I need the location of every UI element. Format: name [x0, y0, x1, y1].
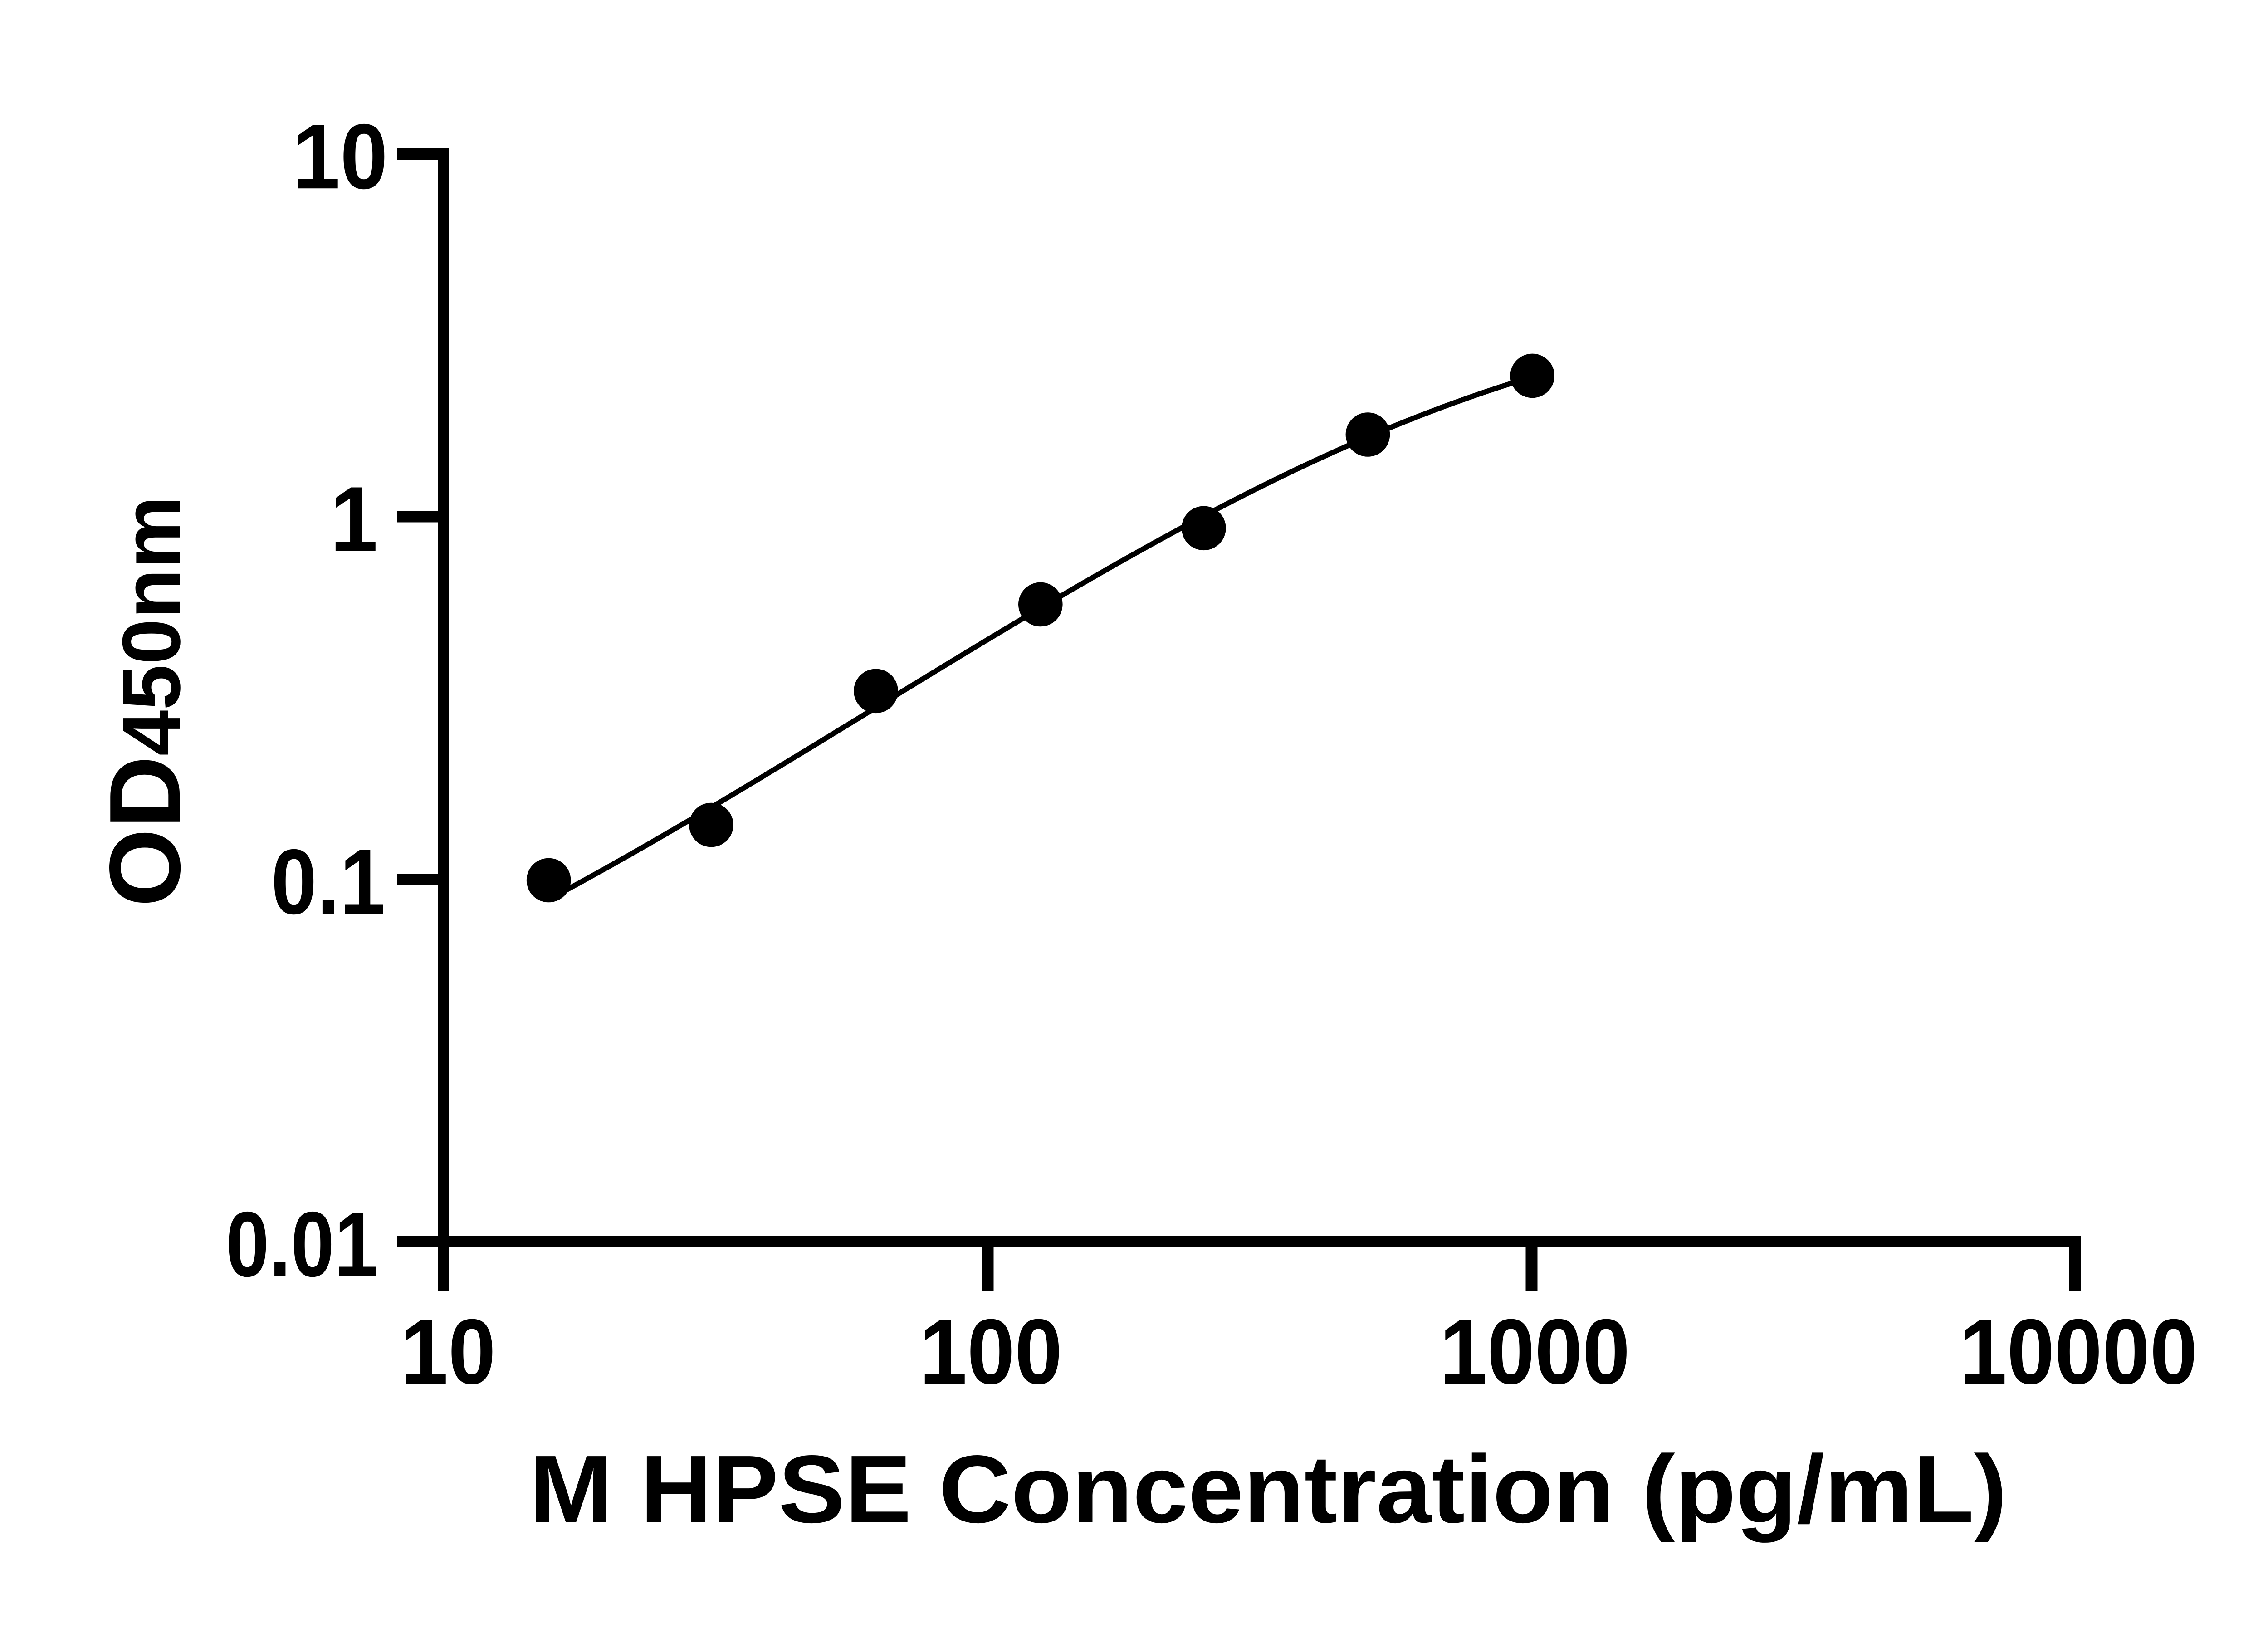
svg-text:1: 1	[330, 467, 378, 571]
svg-text:10000: 10000	[1959, 1300, 2197, 1403]
svg-text:0.1: 0.1	[271, 830, 386, 933]
svg-text:M HPSE Concentration (pg/mL): M HPSE Concentration (pg/mL)	[529, 1435, 2007, 1543]
svg-text:10: 10	[401, 1300, 496, 1403]
svg-text:100: 100	[919, 1300, 1062, 1403]
svg-text:0.01: 0.01	[226, 1193, 378, 1296]
svg-text:OD450nm: OD450nm	[89, 496, 201, 907]
svg-text:10: 10	[293, 105, 388, 208]
svg-text:1000: 1000	[1439, 1300, 1630, 1403]
